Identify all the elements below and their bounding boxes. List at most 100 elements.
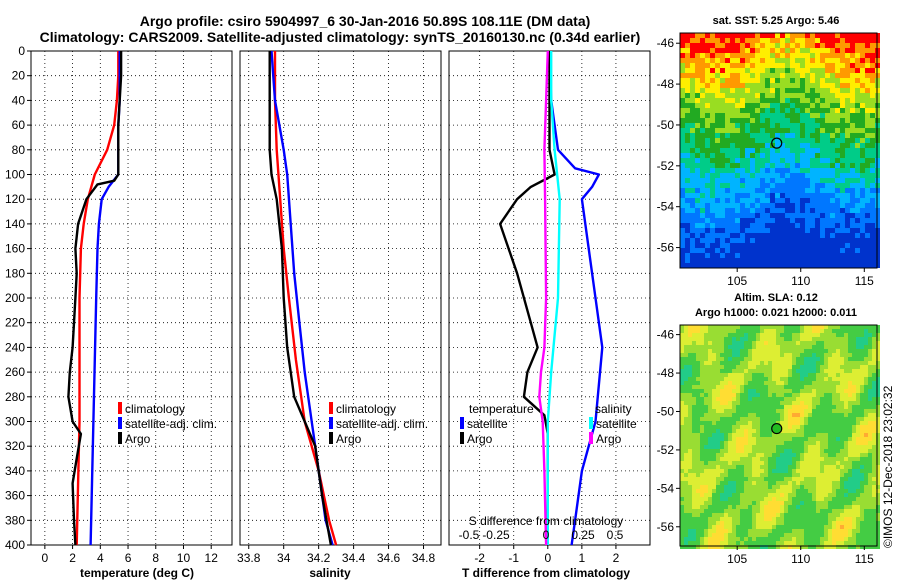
map-cell [868,377,872,381]
map-cell [768,341,772,345]
map-cell [696,325,700,329]
map-cell [685,128,690,133]
map-cell [752,425,756,429]
map-cell [820,353,824,357]
map-cell [836,405,840,409]
map-cell [770,113,775,118]
map-cell [830,88,835,93]
map-cell [708,381,712,385]
map-cell [684,525,688,529]
map-cell [685,158,690,163]
map-cell [730,163,735,168]
map-cell [785,203,790,208]
map-cell [780,258,785,263]
map-cell [730,223,735,228]
map-cell [684,401,688,405]
map-cell [864,437,868,441]
map-cell [835,68,840,73]
map-cell [696,541,700,545]
map-cell [840,103,845,108]
map-cell [760,228,765,233]
map-cell [872,381,876,385]
map-cell [764,501,768,505]
map-cell [836,413,840,417]
map-cell [680,325,684,329]
map-cell [732,517,736,521]
map-cell [704,437,708,441]
map-cell [832,325,836,329]
map-cell [772,401,776,405]
map-cell [760,393,764,397]
map-cell [710,88,715,93]
map-cell [864,333,868,337]
map-cell [710,258,715,263]
map-cell [788,353,792,357]
map-cell [865,208,870,213]
salinity-legend: climatology satellite-adj. clim. Argo [329,402,428,446]
map-cell [725,178,730,183]
map-x-tick-label: 105 [727,552,747,566]
map-cell [805,38,810,43]
map-cell [725,243,730,248]
map-cell [810,243,815,248]
map-cell [820,437,824,441]
map-cell [710,248,715,253]
map-cell [720,233,725,238]
map-cell [784,409,788,413]
map-cell [870,133,875,138]
map-cell [695,123,700,128]
map-cell [860,148,865,153]
map-cell [828,461,832,465]
map-cell [835,193,840,198]
map-cell [775,213,780,218]
map-cell [736,349,740,353]
map-cell [772,453,776,457]
map-cell [765,128,770,133]
map-cell [764,365,768,369]
map-cell [720,509,724,513]
map-cell [810,68,815,73]
map-cell [700,497,704,501]
map-cell [735,123,740,128]
map-cell [812,389,816,393]
map-cell [704,373,708,377]
legend-climatology-label: climatology [125,402,185,416]
map-cell [725,198,730,203]
map-cell [704,545,708,549]
map-cell [796,393,800,397]
map-cell [688,417,692,421]
map-cell [810,153,815,158]
map-cell [830,253,835,258]
map-cell [716,325,720,329]
map-cell [712,433,716,437]
map-cell [876,349,880,353]
map-cell [725,98,730,103]
map-cell [840,369,844,373]
map-cell [732,421,736,425]
map-cell [876,457,880,461]
map-cell [680,143,685,148]
map-cell [752,429,756,433]
map-cell [684,481,688,485]
map-cell [872,501,876,505]
map-cell [848,445,852,449]
map-cell [808,501,812,505]
map-cell [775,128,780,133]
map-cell [745,258,750,263]
map-cell [835,198,840,203]
map-cell [856,417,860,421]
map-cell [780,361,784,365]
map-cell [824,509,828,513]
map-cell [810,158,815,163]
map-cell [855,248,860,253]
map-cell [865,158,870,163]
map-cell [850,263,855,268]
map-cell [752,365,756,369]
map-cell [860,421,864,425]
map-cell [700,437,704,441]
map-cell [785,218,790,223]
map-cell [760,337,764,341]
map-cell [720,525,724,529]
map-cell [755,208,760,213]
map-cell [736,545,740,549]
